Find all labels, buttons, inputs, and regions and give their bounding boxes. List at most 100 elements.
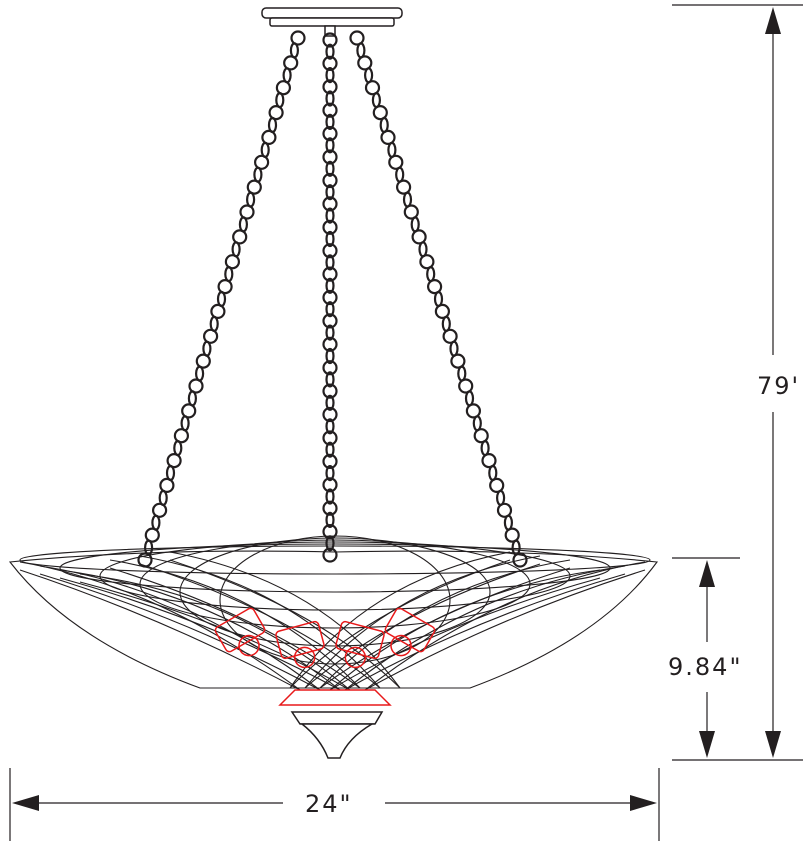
chain-link: [472, 415, 482, 432]
chain-link: [195, 353, 211, 369]
chain-link: [325, 137, 335, 154]
chain-link: [403, 204, 419, 220]
chain-link: [322, 172, 338, 189]
bowl-wire-loop: [364, 569, 646, 691]
chain-link: [372, 104, 388, 121]
chain-link: [325, 511, 335, 529]
canopy-base: [269, 17, 395, 27]
chain-link: [325, 324, 335, 341]
width-label: 24": [305, 790, 353, 818]
chain-link: [322, 149, 338, 165]
chain-link: [387, 141, 397, 158]
chain-link: [325, 371, 335, 388]
overall-height-arrow-down: [765, 731, 781, 758]
chain-link: [325, 66, 335, 84]
width-arrow-left: [12, 795, 39, 811]
chain-link: [512, 552, 528, 568]
bowl-wire-loop: [289, 551, 511, 689]
chain-link: [238, 216, 248, 233]
chain-link: [325, 113, 335, 131]
chain-link: [322, 406, 338, 423]
chain-link: [224, 266, 234, 283]
chain-link: [325, 207, 335, 224]
chain-link: [325, 184, 335, 201]
bulb: [335, 620, 385, 669]
chain-link: [166, 453, 182, 469]
chain-link: [210, 303, 226, 319]
chain-link: [322, 313, 338, 329]
width-arrow-right: [630, 795, 657, 811]
bowl-wire-ring: [19, 545, 651, 575]
bowl-wire-loop: [19, 569, 301, 691]
bowl-wire-loop: [109, 567, 361, 689]
chain-link: [419, 254, 435, 270]
chain-link: [411, 229, 427, 245]
chain-link: [441, 315, 451, 332]
chain-link: [465, 403, 481, 419]
bowl-wire-ring: [139, 539, 531, 629]
chain-link: [504, 527, 520, 543]
chain-link: [322, 383, 338, 399]
chain-link: [496, 489, 506, 506]
chain-link: [464, 390, 475, 407]
finial-tip: [299, 723, 375, 759]
wire-bowl: [8, 535, 659, 691]
chain-link: [181, 403, 197, 419]
bowl-wire-loop: [169, 551, 401, 689]
chain-link: [427, 279, 443, 295]
chain-link: [325, 347, 335, 365]
chain-link: [275, 91, 285, 109]
bowl-wire-loop: [289, 559, 511, 689]
bowl-wire-loop: [109, 559, 361, 689]
chain-link: [322, 102, 338, 118]
bulb: [275, 620, 325, 669]
chain-link: [325, 488, 335, 505]
chain-link: [458, 378, 474, 394]
bowl-wire-loop: [79, 573, 351, 691]
chain-link: [268, 104, 284, 121]
bowl-wire-loop: [364, 561, 646, 691]
chains: [137, 30, 528, 568]
chain-link: [322, 360, 338, 376]
chain-link: [325, 230, 335, 248]
chain-link: [325, 254, 335, 271]
chain-link: [402, 191, 413, 208]
chain-link: [232, 229, 248, 245]
chain-link: [187, 390, 197, 407]
chain-link: [254, 154, 270, 170]
chain-link: [325, 277, 335, 294]
chain-link: [203, 328, 219, 344]
chain-link: [489, 477, 505, 493]
bowl-wire-loop: [39, 573, 321, 691]
chain-link: [224, 254, 240, 270]
chain-link: [442, 328, 458, 344]
chain-link: [322, 55, 338, 72]
bowl-wire-ring: [179, 537, 491, 647]
chain-link: [349, 30, 365, 46]
chain-link: [173, 428, 189, 444]
chain-link: [395, 166, 405, 183]
chain-link: [457, 365, 467, 382]
chain-right: [349, 30, 528, 568]
chain-link: [496, 502, 513, 518]
chain-link: [275, 80, 291, 96]
chain-link: [325, 394, 335, 411]
chain-left: [137, 30, 306, 568]
chain-link: [426, 266, 436, 283]
chain-link: [289, 42, 299, 59]
chain-link: [433, 290, 444, 308]
canopy-plate: [261, 7, 403, 19]
chain-link: [325, 441, 335, 458]
chain-link: [364, 67, 374, 84]
light-bulbs: [214, 607, 436, 706]
bottom-finial: [290, 711, 384, 759]
chain-link: [481, 453, 497, 469]
chain-link: [322, 336, 338, 352]
chain-link: [283, 55, 299, 71]
bulb: [214, 607, 266, 657]
chain-link: [282, 67, 292, 84]
dimension-lines: [9, 4, 803, 841]
chain-link: [239, 204, 255, 220]
ceiling-canopy: [261, 7, 403, 37]
chain-link: [325, 90, 335, 107]
